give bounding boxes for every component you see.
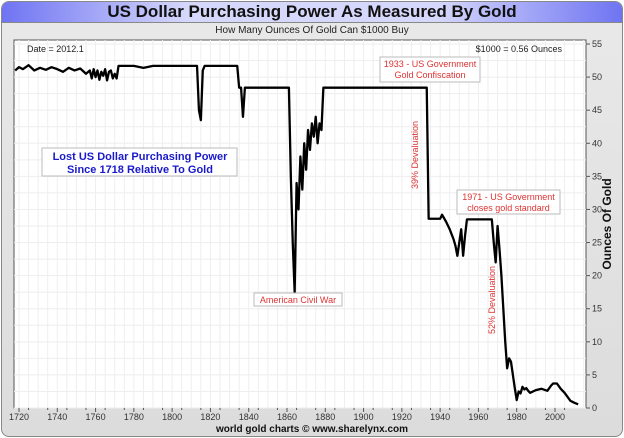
- y-tick-label: 35: [592, 171, 602, 181]
- annotation-label: 39% Devaluation: [410, 121, 420, 189]
- annotation-box: [379, 56, 481, 83]
- data-line: [14, 64, 579, 406]
- y-tick-label: 25: [592, 238, 602, 248]
- y-tick-label: 30: [592, 204, 602, 214]
- headline-box: [41, 147, 238, 177]
- x-tick-label: 1840: [239, 412, 259, 422]
- x-tick-label: 1760: [86, 412, 106, 422]
- plot-area: [13, 39, 587, 409]
- chart-title: US Dollar Purchasing Power As Measured B…: [2, 2, 622, 23]
- chart-subtitle: How Many Ounces Of Gold Can $1000 Buy: [215, 25, 408, 36]
- x-tick-label: 1920: [392, 412, 412, 422]
- annotation-box: [253, 292, 343, 307]
- x-tick-label: 1720: [9, 412, 29, 422]
- y-tick-label: 15: [592, 304, 602, 314]
- y-tick-label: 5: [592, 370, 597, 380]
- y-axis-label: Ounces Of Gold: [600, 178, 614, 269]
- headline-text: Lost US Dollar Purchasing Power: [53, 151, 229, 163]
- x-tick-label: 1960: [468, 412, 488, 422]
- x-tick-label: 1980: [507, 412, 527, 422]
- chart-footer: world gold charts © www.sharelynx.com: [215, 424, 408, 435]
- y-tick-label: 40: [592, 138, 602, 148]
- x-tick-label: 1860: [277, 412, 297, 422]
- y-tick-label: 55: [592, 39, 602, 49]
- y-tick-label: 50: [592, 72, 602, 82]
- y-tick-label: 0: [592, 403, 597, 413]
- x-tick-label: 1900: [354, 412, 374, 422]
- x-tick-label: 1800: [162, 412, 182, 422]
- y-tick-label: 45: [592, 105, 602, 115]
- value-readout: $1000 = 0.56 Ounces: [476, 44, 563, 54]
- date-readout: Date = 2012.1: [27, 44, 84, 54]
- x-tick-label: 1740: [47, 412, 67, 422]
- annotation-label: 1971 - US Government: [462, 192, 555, 202]
- y-tick-label: 10: [592, 337, 602, 347]
- x-tick-label: 1820: [200, 412, 220, 422]
- headline-text: Since 1718 Relative To Gold: [67, 164, 213, 176]
- annotation-label: Gold Confiscation: [394, 70, 465, 80]
- annotation-label: 1933 - US Government: [384, 59, 477, 69]
- annotation-box: [456, 189, 561, 215]
- x-tick-label: 1880: [315, 412, 335, 422]
- y-tick-label: 20: [592, 271, 602, 281]
- annotation-label: 52% Devaluation: [487, 266, 497, 334]
- annotation-label: closes gold standard: [467, 203, 550, 213]
- x-tick-label: 2000: [545, 412, 565, 422]
- x-tick-label: 1940: [430, 412, 450, 422]
- x-tick-label: 1780: [124, 412, 144, 422]
- annotation-label: American Civil War: [260, 295, 336, 305]
